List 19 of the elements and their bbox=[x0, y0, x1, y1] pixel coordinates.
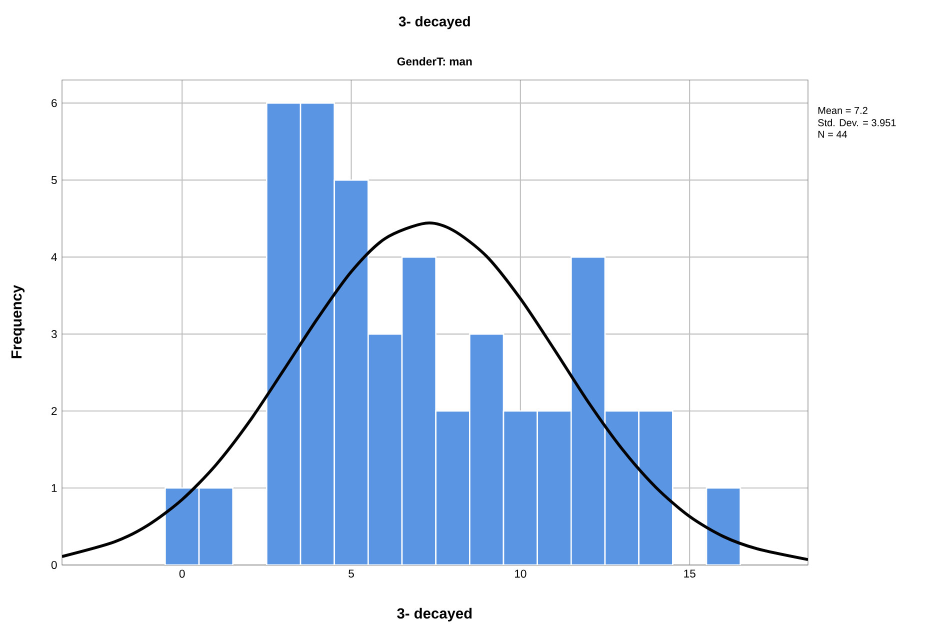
y-tick-label: 1 bbox=[52, 484, 57, 492]
y-tick-label: 0 bbox=[51, 560, 57, 569]
y-tick-label: 6 bbox=[52, 99, 57, 108]
y-tick-label: 2 bbox=[52, 407, 57, 415]
text: Mean = 7.2 bbox=[818, 106, 868, 114]
y-tick-label: 4 bbox=[51, 253, 57, 261]
x-tick-label: 10 bbox=[514, 570, 526, 578]
y-tick-label: 5 bbox=[51, 176, 57, 184]
text: N = 44 bbox=[818, 130, 848, 138]
chart-subtitle: GenderT: man bbox=[397, 57, 472, 66]
line-series bbox=[62, 222, 808, 562]
chart-title: 3- decayed bbox=[398, 16, 470, 30]
x-tick-label: 15 bbox=[684, 570, 696, 578]
y-tick-label: 3 bbox=[51, 330, 57, 338]
x-tick-label: 0 bbox=[179, 570, 185, 578]
y-axis-title: Frequency bbox=[11, 284, 25, 358]
x-axis-title: 3- decayed bbox=[397, 608, 472, 622]
x-tick-label: 5 bbox=[348, 570, 354, 578]
text: Std. Dev. = 3.951 bbox=[818, 118, 896, 126]
